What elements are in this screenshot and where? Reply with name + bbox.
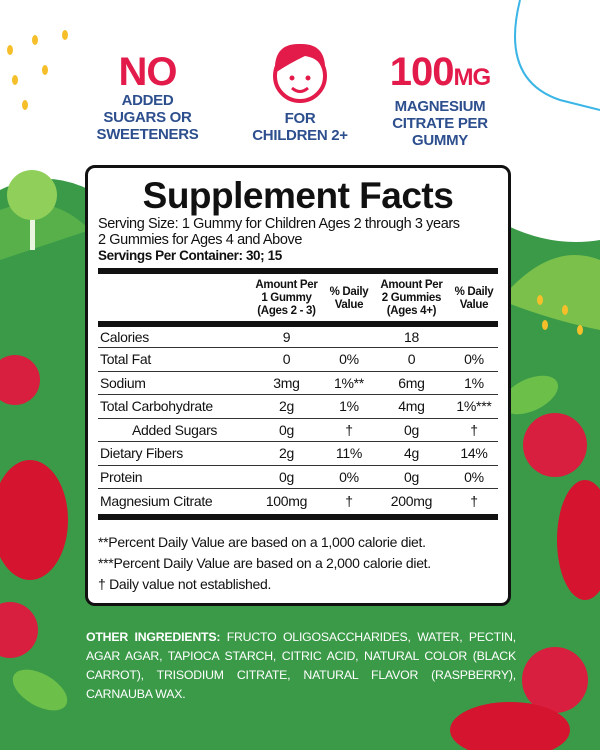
header-dv-2: % Daily Value [449, 274, 498, 327]
badge-for-children: FOR CHILDREN 2+ [240, 38, 360, 144]
table-row: Total Fat 0 0% 0 0% [98, 347, 498, 372]
amount-2: 4g [372, 441, 450, 466]
yellow-dots-decoration [7, 30, 583, 335]
amount-2: 4mg [372, 394, 450, 419]
facts-table: Amount Per 1 Gummy (Ages 2 - 3) % Daily Val… [98, 274, 498, 512]
amount-2: 0 [372, 347, 450, 372]
table-row: Calories 9 18 [98, 324, 498, 348]
amount-2: 18 [372, 324, 450, 348]
daily-value-2: 1% [449, 371, 498, 395]
badge-line: CHILDREN 2+ [252, 127, 348, 144]
amount-1: 2g [248, 441, 325, 466]
serving-size-2: 2 Gummies for Ages 4 and Above [98, 232, 303, 248]
daily-value-2 [449, 324, 498, 348]
leaves-decoration [12, 375, 559, 711]
ingredients-text: FRUCTO OLIGOSACCHARIDES, WATER, PECTIN, … [86, 630, 516, 701]
amount-1: 3mg [248, 371, 325, 395]
daily-value-1 [324, 324, 373, 348]
header-amount-2: Amount Per 2 Gummies (Ages 4+) [372, 274, 450, 327]
footnote: ***Percent Daily Value are based on a 2,… [98, 555, 431, 571]
badge-line: GUMMY [412, 132, 468, 149]
supplement-facts-panel: Supplement Facts Serving Size: 1 Gummy f… [85, 165, 511, 606]
table-row: Sodium 3mg 1%** 6mg 1% [98, 371, 498, 395]
amount-1: 0g [248, 465, 325, 489]
table-row: Magnesium Citrate 100mg † 200mg † [98, 489, 498, 513]
amount-1: 9 [248, 324, 325, 348]
badge-no-added-sugars: NO ADDED SUGARS OR SWEETENERS [90, 52, 205, 143]
facts-title: Supplement Facts [142, 175, 454, 216]
badge-line: SUGARS OR [103, 109, 192, 126]
daily-value-1: † [345, 492, 353, 509]
divider [98, 514, 498, 520]
nutrient-name: Dietary Fibers [98, 441, 248, 466]
amount-1: 100mg [265, 492, 308, 509]
badge-big-text: NO [118, 50, 178, 94]
amount-1: 2g [248, 394, 325, 419]
daily-value-2: 1%*** [449, 394, 498, 419]
raspberries-decoration [0, 355, 588, 713]
servings-per-container: Servings Per Container: 30; 15 [98, 248, 282, 263]
nutrient-name: Magnesium Citrate [100, 492, 213, 509]
daily-value-1: 1%** [324, 371, 373, 395]
amount-2: 0g [372, 418, 450, 442]
header-dv-1: % Daily Value [324, 274, 373, 327]
badge-unit: MG [453, 64, 492, 91]
amount-1: 0 [248, 347, 325, 372]
amount-2: 0g [372, 465, 450, 489]
table-row: Dietary Fibers 2g 11% 4g 14% [98, 441, 498, 466]
amount-1: 0g [248, 418, 325, 442]
daily-value-1: 1% [324, 394, 373, 419]
table-row: Added Sugars 0g † 0g † [98, 418, 498, 442]
nutrient-name: Added Sugars [98, 418, 248, 442]
badge-big-text: 100 [389, 50, 455, 94]
header-amount-1: Amount Per 1 Gummy (Ages 2 - 3) [248, 274, 325, 327]
daily-value-1: 0% [324, 465, 373, 489]
daily-value-2: 0% [449, 465, 498, 489]
ingredients-label: OTHER INGREDIENTS: [86, 630, 221, 644]
other-ingredients: OTHER INGREDIENTS: FRUCTO OLIGOSACCHARID… [86, 628, 516, 704]
nutrient-name: Protein [98, 465, 248, 489]
footnotes: **Percent Daily Value are based on a 1,0… [98, 532, 498, 595]
daily-value-2: † [449, 418, 498, 442]
badge-line: CITRATE PER [392, 115, 488, 132]
child-face-icon [273, 43, 327, 103]
daily-value-2: † [470, 492, 478, 509]
badge-line: FOR [284, 110, 316, 127]
badge-line: MAGNESIUM [394, 98, 486, 115]
serving-size: Serving Size: 1 Gummy for Children Ages … [98, 216, 460, 232]
gummy-bears-decoration [0, 460, 600, 750]
divider [98, 268, 498, 274]
amount-2: 200mg [390, 492, 433, 509]
tree-illustration [7, 170, 57, 250]
badge-line: ADDED [121, 92, 174, 109]
daily-value-2: 14% [449, 441, 498, 466]
daily-value-1: † [324, 418, 373, 442]
nutrient-name: Sodium [98, 371, 248, 395]
daily-value-1: 11% [324, 441, 373, 466]
daily-value-1: 0% [324, 347, 373, 372]
daily-value-2: 0% [449, 347, 498, 372]
footnote: **Percent Daily Value are based on a 1,0… [98, 534, 426, 550]
nutrient-name: Total Carbohydrate [98, 394, 248, 419]
nutrient-name: Total Fat [98, 347, 248, 372]
amount-2: 6mg [372, 371, 450, 395]
table-row: Protein 0g 0% 0g 0% [98, 465, 498, 489]
badge-line: SWEETENERS [96, 126, 199, 143]
nutrient-name: Calories [98, 324, 248, 348]
badge-100mg: 100MG MAGNESIUM CITRATE PER GUMMY [380, 52, 500, 149]
footnote: † Daily value not established. [98, 576, 272, 592]
table-row: Total Carbohydrate 2g 1% 4mg 1%*** [98, 394, 498, 419]
